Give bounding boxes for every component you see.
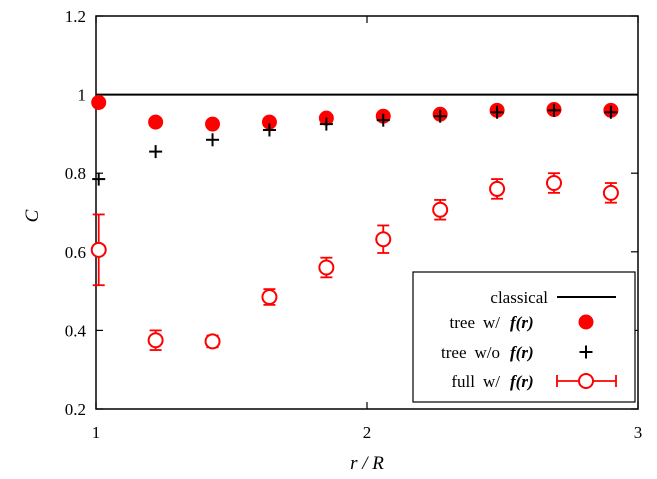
series-plus [92,103,618,186]
series-open-circle-errorbar [90,172,619,351]
data-point-errorbar [261,288,278,306]
data-point-filled-circle [261,114,277,130]
data-point-open-circle [318,259,335,276]
x-axis-label: r / R [350,453,384,474]
y-tick-label: 0.6 [65,243,86,262]
data-point-plus [319,117,333,131]
legend-label: tree w/ [450,313,501,332]
y-tick-label: 1 [78,86,87,105]
legend-func-label: f(r) [510,372,534,391]
data-point-errorbar [602,182,619,204]
legend-item: full w/f(r) [451,372,617,391]
data-point-open-circle [602,184,619,201]
series-layer [90,93,638,351]
data-point-plus [149,145,163,159]
data-point-plus [262,123,276,137]
data-point-open-circle [375,231,392,248]
data-point-open-circle [90,241,107,258]
data-point-errorbar [204,333,221,350]
legend-item: classical [490,288,616,307]
axis-ticks: 0.2 0.4 0.6 0.8 1 1.2 1 2 3 [65,7,643,442]
data-point-open-circle [204,333,221,350]
legend-open-circle [578,373,594,389]
data-point-errorbar [147,329,164,351]
data-point-errorbar [432,199,449,221]
data-point-filled-circle [578,314,594,330]
data-point-open-circle [432,201,449,218]
data-point-open-circle [147,332,164,349]
x-tick-label: 2 [363,423,372,442]
legend-item: tree w/o f(r) [441,343,593,362]
data-point-errorbar [318,256,335,279]
data-point-errorbar [375,224,392,254]
legend-item: tree w/f(r) [450,313,594,332]
data-point-open-circle [489,180,506,197]
data-point-plus [92,172,106,186]
data-point-errorbar [545,172,562,194]
legend-label: classical [490,288,548,307]
data-point-plus [547,103,561,117]
y-axis-label: C [22,209,43,222]
legend-label: tree w/o [441,343,500,362]
legend-label: full w/ [451,372,500,391]
data-point-plus [206,133,220,147]
legend-func-label: f(r) [510,343,534,362]
data-point-plus [579,345,593,359]
legend-func-label: f(r) [510,313,534,332]
data-point-filled-circle [205,116,221,132]
data-point-plus [376,113,390,127]
data-point-plus [490,105,504,119]
series-filled-circle [91,94,619,132]
data-point-errorbar [90,213,107,287]
y-tick-label: 0.4 [65,321,87,340]
data-point-open-circle [545,175,562,192]
data-point-filled-circle [148,114,164,130]
x-tick-label: 1 [92,423,101,442]
data-point-plus [433,109,447,123]
y-tick-label: 0.2 [65,400,86,419]
y-tick-label: 0.8 [65,164,86,183]
data-point-open-circle [261,288,278,305]
data-point-filled-circle [91,94,107,110]
data-point-errorbar [489,178,506,200]
x-tick-label: 3 [634,423,643,442]
y-tick-label: 1.2 [65,7,86,26]
data-point-plus [604,105,618,119]
